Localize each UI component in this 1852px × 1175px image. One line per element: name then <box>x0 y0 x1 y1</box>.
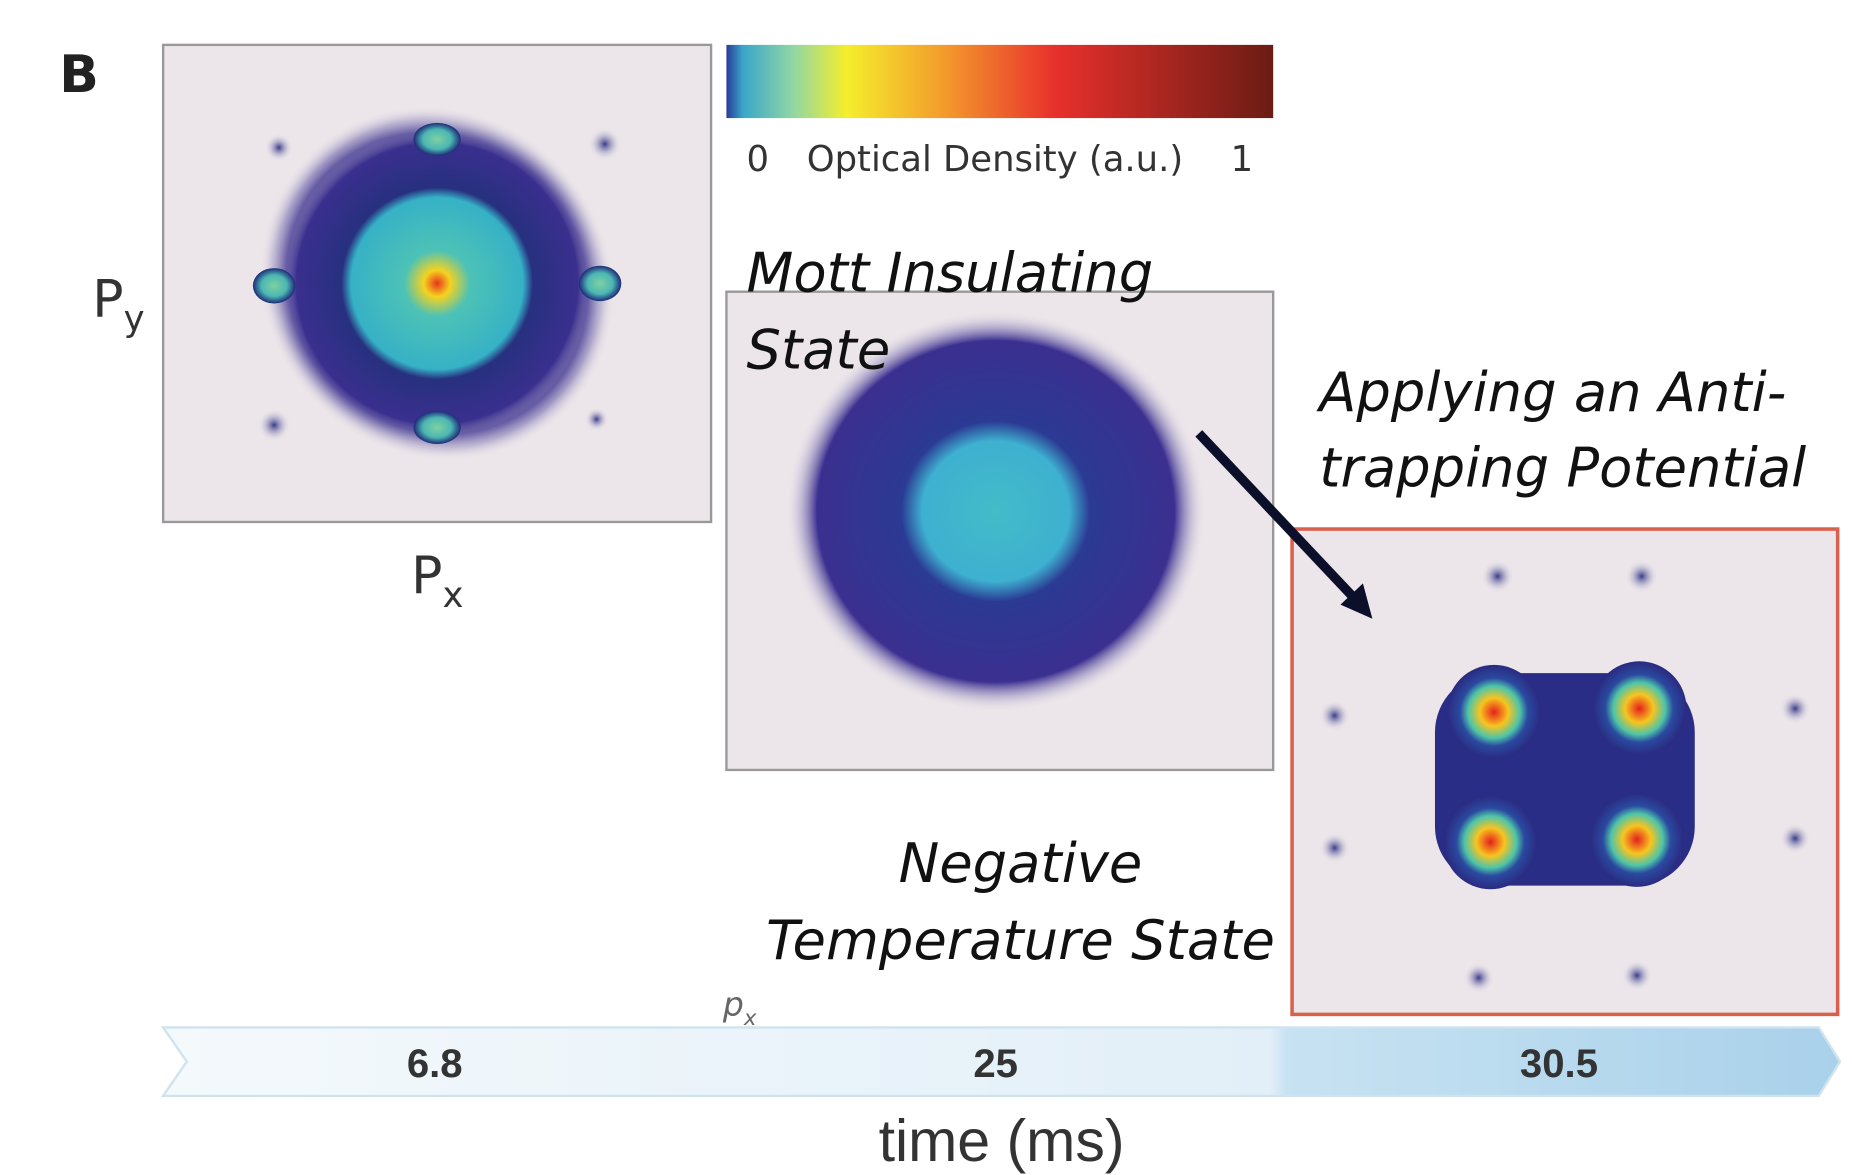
annotation: Mott Insulating <box>747 242 1154 305</box>
timeline-step: 6.8 <box>407 1041 463 1086</box>
colorbar-title: Optical Density (a.u.) <box>807 139 1183 180</box>
annotation: Negative <box>899 832 1143 895</box>
panel-label: B <box>59 45 99 105</box>
timeline-step: 30.5 <box>1520 1041 1598 1086</box>
timeline-label: time (ms) <box>879 1108 1125 1174</box>
small-axis-label: px <box>722 985 757 1031</box>
image-panel-1 <box>163 33 711 534</box>
annotation: State <box>747 318 891 381</box>
timeline-step: 25 <box>973 1041 1018 1086</box>
colorbar-max: 1 <box>1231 139 1254 180</box>
x-axis-label: Px <box>411 546 463 616</box>
page: B Py Px 0 Optical Density (a.u.) 1 Mott … <box>0 0 1852 1175</box>
label-sub: y <box>124 299 145 340</box>
label-base: p <box>722 985 744 1024</box>
annotation: trapping Potential <box>1319 437 1806 500</box>
label-base: P <box>92 269 123 329</box>
colorbar-min: 0 <box>747 139 770 180</box>
annotation: Temperature State <box>766 909 1275 972</box>
label-sub: x <box>442 575 463 616</box>
colorbar <box>726 45 1273 118</box>
annotation: Applying an Anti- <box>1316 361 1786 424</box>
label-base: P <box>411 546 442 606</box>
figure: B Py Px 0 Optical Density (a.u.) 1 Mott … <box>0 0 1852 1175</box>
image-panel-3 <box>1292 529 1838 1014</box>
y-axis-label: Py <box>92 269 144 339</box>
